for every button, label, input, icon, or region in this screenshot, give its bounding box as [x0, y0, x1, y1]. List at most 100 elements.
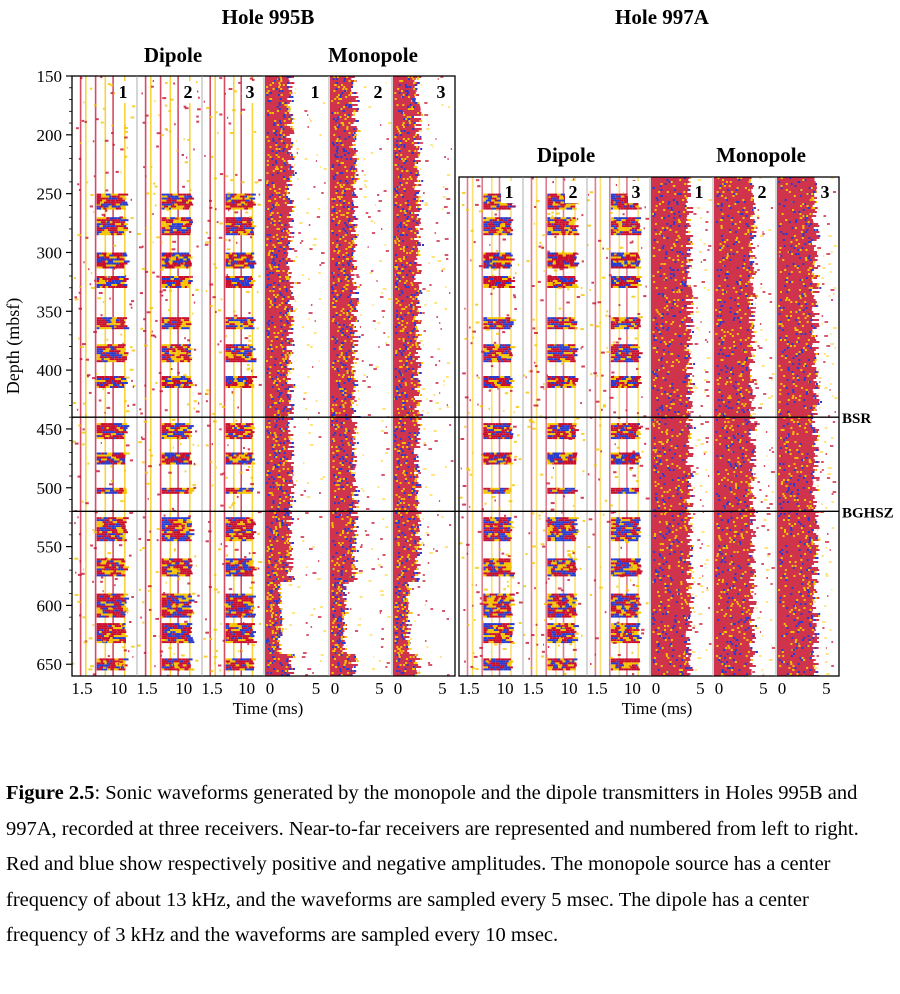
waveform-trace	[166, 256, 169, 259]
waveform-trace	[177, 381, 182, 384]
waveform-trace	[117, 613, 120, 616]
waveform-trace	[274, 248, 277, 250]
waveform-trace	[170, 344, 174, 347]
waveform-trace	[120, 533, 123, 536]
waveform-trace	[182, 664, 187, 667]
waveform-trace	[164, 128, 168, 131]
waveform-trace	[338, 230, 341, 232]
waveform-trace	[280, 344, 283, 346]
waveform-trace	[283, 248, 286, 250]
waveform-trace	[279, 526, 282, 528]
waveform-trace	[257, 203, 262, 206]
waveform-trace	[309, 248, 313, 250]
waveform-trace	[105, 605, 111, 608]
waveform-trace	[227, 327, 231, 330]
waveform-trace	[210, 155, 214, 158]
waveform-trace	[282, 566, 285, 568]
waveform-trace	[276, 106, 279, 108]
waveform-trace	[243, 227, 247, 230]
waveform-trace	[288, 386, 291, 388]
waveform-trace	[100, 558, 107, 561]
waveform-trace	[157, 493, 161, 496]
waveform-trace	[110, 354, 116, 357]
waveform-trace	[332, 200, 335, 202]
waveform-trace	[114, 350, 121, 353]
waveform-trace	[197, 90, 199, 93]
waveform-trace	[118, 537, 123, 540]
waveform-trace	[276, 484, 279, 486]
waveform-trace	[119, 321, 126, 324]
waveform-trace	[101, 489, 106, 492]
waveform-trace	[171, 664, 175, 667]
waveform-trace	[249, 282, 254, 284]
waveform-trace	[225, 564, 231, 567]
waveform-trace	[181, 462, 186, 465]
waveform-trace	[241, 460, 247, 463]
waveform-trace	[164, 409, 168, 412]
waveform-trace	[96, 627, 100, 630]
waveform-trace	[188, 231, 191, 234]
waveform-trace	[281, 458, 284, 460]
waveform-trace	[115, 203, 120, 206]
waveform-trace	[99, 658, 105, 661]
waveform-trace	[330, 108, 358, 110]
waveform-trace	[121, 262, 128, 265]
waveform-trace	[120, 462, 126, 465]
waveform-trace	[165, 299, 168, 301]
waveform-trace	[265, 354, 289, 356]
waveform-trace	[273, 122, 276, 124]
waveform-trace	[183, 358, 189, 361]
waveform-trace	[102, 521, 107, 524]
waveform-trace	[96, 380, 101, 382]
waveform-trace	[314, 320, 316, 322]
waveform-trace	[122, 221, 126, 224]
waveform-trace	[229, 276, 235, 278]
waveform-trace	[101, 635, 105, 638]
waveform-trace	[118, 231, 124, 234]
waveform-trace	[101, 593, 107, 596]
waveform-trace	[197, 444, 199, 447]
waveform-trace	[228, 529, 234, 532]
waveform-trace	[237, 601, 244, 604]
waveform-trace	[102, 590, 104, 593]
waveform-trace	[119, 523, 125, 526]
waveform-trace	[265, 138, 292, 140]
waveform-trace	[341, 172, 344, 174]
waveform-trace	[239, 491, 244, 494]
waveform-trace	[100, 607, 103, 610]
waveform-trace	[117, 197, 123, 200]
waveform-trace	[161, 452, 165, 455]
waveform-trace	[188, 282, 192, 284]
waveform-trace	[265, 182, 287, 184]
waveform-trace	[277, 464, 280, 466]
waveform-trace	[122, 317, 128, 320]
waveform-trace	[209, 283, 214, 286]
waveform-trace	[292, 128, 295, 130]
waveform-trace	[178, 344, 181, 347]
waveform-trace	[285, 460, 288, 462]
waveform-trace	[169, 203, 173, 206]
waveform-trace	[230, 425, 236, 428]
waveform-trace	[303, 490, 306, 492]
waveform-trace	[241, 284, 245, 286]
waveform-trace	[278, 108, 281, 110]
waveform-trace	[267, 574, 270, 576]
waveform-trace	[265, 326, 290, 328]
waveform-trace	[113, 668, 119, 671]
waveform-trace	[155, 571, 159, 573]
waveform-trace	[185, 635, 191, 638]
waveform-trace	[290, 292, 293, 294]
waveform-trace	[104, 566, 108, 569]
waveform-trace	[221, 405, 226, 408]
waveform-trace	[237, 205, 243, 208]
waveform-trace	[183, 566, 186, 569]
waveform-trace	[104, 460, 109, 463]
waveform-trace	[269, 250, 272, 252]
waveform-trace	[97, 604, 100, 607]
waveform-trace	[286, 394, 289, 396]
waveform-trace	[177, 577, 181, 580]
waveform-trace	[265, 658, 289, 660]
waveform-trace	[231, 429, 238, 432]
waveform-trace	[93, 210, 95, 213]
waveform-trace	[249, 198, 251, 201]
